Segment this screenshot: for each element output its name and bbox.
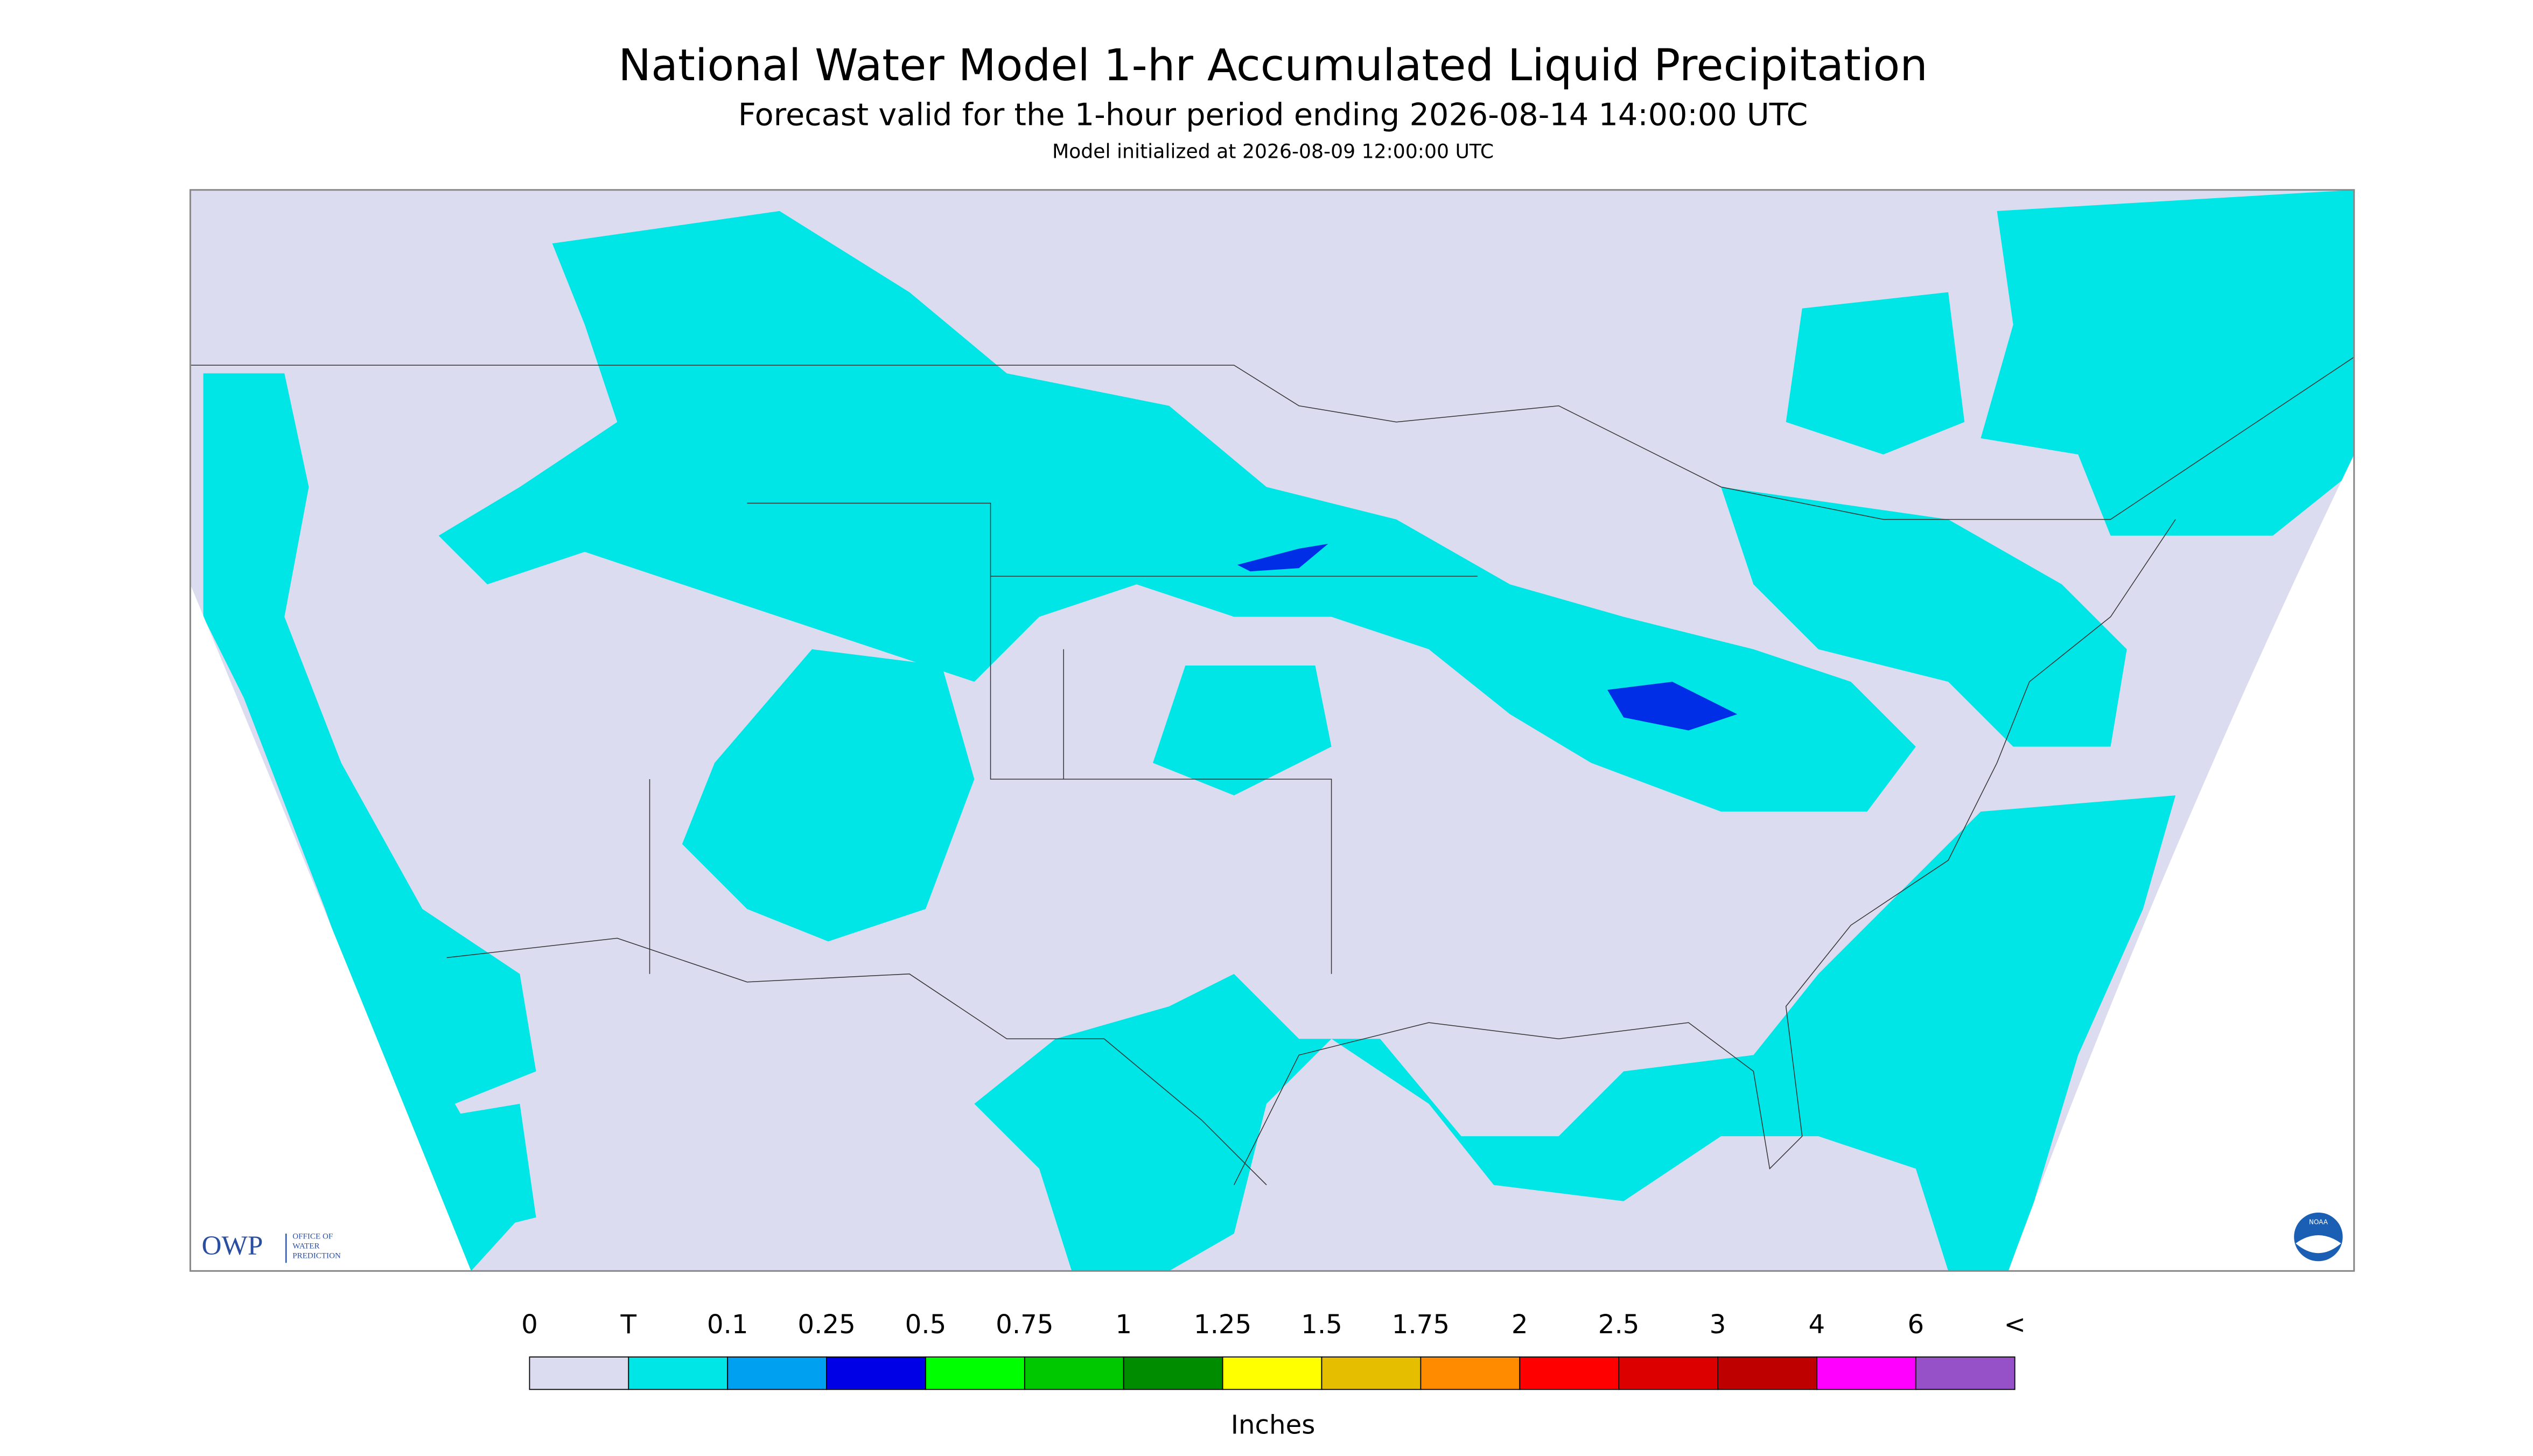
map-frame [189,189,2355,1272]
precip-area [422,1103,536,1234]
legend-swatch [1717,1356,1817,1390]
legend-swatch [925,1356,1025,1390]
legend-label: 0 [521,1310,538,1340]
legend-label: < [2004,1310,2025,1340]
precip-area [1981,190,2354,536]
map-mask [190,584,471,1271]
legend-label: 1 [1115,1310,1132,1340]
title: National Water Model 1-hr Accumulated Li… [618,40,1928,91]
precip-area [1152,665,1332,796]
legend-swatch [529,1356,629,1390]
legend-swatch [1618,1356,1718,1390]
subtitle: Forecast valid for the 1-hour period end… [738,97,1808,133]
precip-area [974,795,2176,1271]
owp-logo-text: WATER [292,1242,320,1251]
legend-label: 6 [1907,1310,1924,1340]
init-time: Model initialized at 2026-08-09 12:00:00… [1052,139,1494,163]
legend-swatch [1519,1356,1620,1390]
noaa-logo-text: NOAA [2309,1218,2328,1226]
legend-swatch [1420,1356,1521,1390]
legend-swatch [826,1356,926,1390]
legend-label: 1.25 [1194,1310,1251,1340]
legend-label: 4 [1809,1310,1825,1340]
legend-swatch [1816,1356,1916,1390]
legend-label: 3 [1710,1310,1726,1340]
legend-label: 0.1 [707,1310,748,1340]
owp-logo-text: PREDICTION [292,1252,341,1261]
legend-swatch [1222,1356,1323,1390]
legend-label: 2.5 [1598,1310,1640,1340]
precip-areas [203,190,2354,1271]
boundaries [190,356,2355,1186]
legend-swatch [727,1356,827,1390]
legend-label: 1.75 [1392,1310,1450,1340]
map: OWP OFFICE OF WATER PREDICTION NOAA [189,189,2355,1272]
legend-swatch [628,1356,729,1390]
border [649,502,1478,974]
precip-area [1721,487,2127,747]
legend-label: 0.75 [996,1310,1053,1340]
precip-core [1607,682,1738,731]
owp-logo-text: OFFICE OF [292,1232,333,1241]
precip-area [1786,292,1965,455]
precip-area [203,373,536,1271]
coast [1234,519,2176,1185]
owp-logo: OWP [201,1230,263,1261]
legend-label: 0.5 [905,1310,947,1340]
border [190,356,2355,520]
legend-label: T [620,1310,637,1340]
legend-swatch [1024,1356,1124,1390]
legend: 0 T 0.1 0.25 0.5 0.75 1 1.25 1.5 1.75 2 2.5 3 4 6 < [521,1310,2026,1390]
precip-area [438,211,1916,812]
map-mask [2008,454,2354,1271]
legend-swatch [1321,1356,1422,1390]
noaa-logo-wave [2296,1235,2341,1254]
legend-label: 2 [1512,1310,1528,1340]
border [446,937,1267,1186]
legend-label: 0.25 [797,1310,855,1340]
legend-label: 1.5 [1301,1310,1342,1340]
legend-swatch [1915,1356,2016,1390]
precip-core [1237,543,1328,572]
legend-swatch [1123,1356,1223,1390]
precip-area [682,649,975,942]
legend-unit: Inches [1231,1410,1316,1440]
